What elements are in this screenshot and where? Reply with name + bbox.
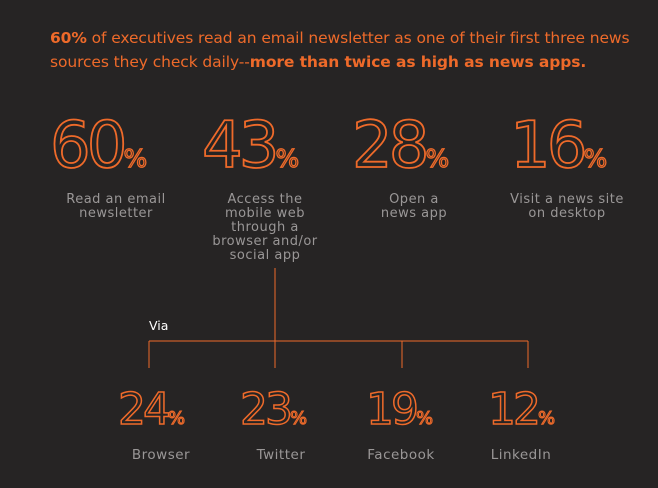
stat-news-app-value: 28% <box>351 109 450 183</box>
stat-newsletter-value: 60% <box>49 109 148 183</box>
via-label: Via <box>149 318 169 333</box>
stat-news-app-label: Open a news app <box>380 192 448 221</box>
headline-bold-tail: more than twice as high as news apps. <box>249 53 587 71</box>
headline: 60% of executives read an email newslett… <box>50 26 640 74</box>
sub-stat-twitter-label: Twitter <box>256 447 306 463</box>
stat-mobile-web-label: Access the mobile web through a browser … <box>212 192 318 263</box>
sub-stat-browser-value: 24% <box>117 384 186 435</box>
sub-stat-twitter-value: 23% <box>239 384 308 435</box>
stat-desktop-label: Visit a news site on desktop <box>510 192 624 221</box>
sub-stat-browser-label: Browser <box>131 447 191 463</box>
stat-desktop-value: 16% <box>509 109 608 183</box>
sub-stat-linkedin-label: LinkedIn <box>490 447 552 463</box>
headline-text: of executives read an email newsletter a… <box>50 29 630 71</box>
sub-stat-facebook-value: 19% <box>365 384 434 435</box>
sub-stat-linkedin-value: 12% <box>487 384 556 435</box>
stat-newsletter-label: Read an email newsletter <box>66 192 166 221</box>
stat-mobile-web-value: 43% <box>201 109 300 183</box>
sub-stat-facebook-label: Facebook <box>367 447 435 463</box>
headline-bold-lead: 60% <box>50 29 87 47</box>
